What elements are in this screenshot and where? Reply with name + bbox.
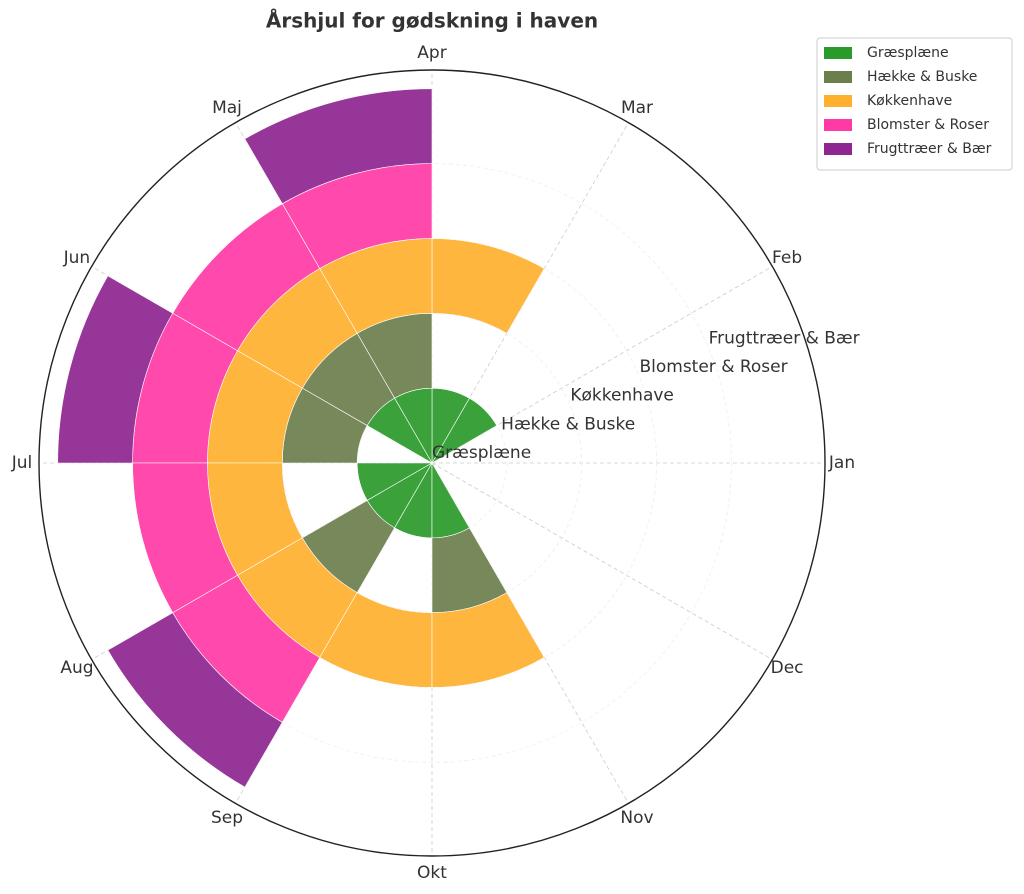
chart-title: Årshjul for gødskning i haven	[266, 9, 598, 33]
bar	[561, 462, 583, 539]
bar	[544, 268, 627, 351]
bar	[431, 238, 545, 334]
bar	[496, 462, 508, 501]
theta-tick-label: Aug	[60, 658, 93, 678]
theta-tick-label: Jan	[828, 453, 855, 473]
theta-tick-label: Apr	[417, 43, 446, 63]
r-tick-label: Blomster & Roser	[639, 357, 787, 377]
bar	[107, 612, 283, 788]
bar	[506, 333, 562, 389]
r-tick-label: Køkkenhave	[570, 386, 674, 406]
legend-swatch	[824, 71, 852, 83]
r-tick-label: Frugttræer & Bær	[709, 328, 860, 348]
r-tick-label: Græsplæne	[432, 443, 531, 463]
legend-label: Blomster & Roser	[867, 117, 989, 133]
bar	[581, 203, 692, 314]
bar	[469, 500, 498, 529]
legend-label: Køkkenhave	[867, 93, 952, 109]
bar	[544, 575, 627, 658]
bar	[581, 612, 692, 723]
grid-spoke	[431, 462, 773, 660]
bar	[626, 462, 657, 576]
legend: Græsplæne Hække & Buske Køkkenhave Blomster…	[816, 37, 1013, 171]
legend-box	[816, 37, 1013, 171]
theta-tick-label: Jul	[11, 453, 33, 473]
r-tick-label: Hække & Buske	[501, 414, 635, 434]
bar	[431, 722, 582, 763]
theta-tick-label: Feb	[772, 248, 802, 268]
bar	[57, 275, 174, 464]
theta-tick-label: Dec	[771, 658, 804, 678]
legend-swatch	[824, 95, 852, 107]
polar-frame	[38, 69, 826, 857]
bar	[691, 313, 732, 464]
legend-swatch	[824, 119, 852, 131]
legend-label: Græsplæne	[867, 45, 949, 61]
bar	[506, 537, 562, 593]
bar	[691, 462, 732, 613]
theta-tick-label: Okt	[417, 863, 447, 883]
bar	[431, 163, 582, 204]
bar	[469, 397, 498, 426]
legend-swatch	[824, 143, 852, 155]
theta-tick-label: Jun	[63, 248, 91, 268]
legend-label: Frugttræer & Bær	[867, 141, 992, 157]
bar	[244, 88, 433, 205]
legend-label: Hække & Buske	[867, 69, 977, 85]
theta-tick-label: Nov	[620, 808, 653, 828]
theta-tick-label: Sep	[211, 808, 243, 828]
theta-tick-label: Mar	[621, 98, 653, 118]
legend-swatch	[824, 47, 852, 59]
bar	[282, 722, 433, 763]
theta-tick-label: Maj	[212, 98, 242, 118]
